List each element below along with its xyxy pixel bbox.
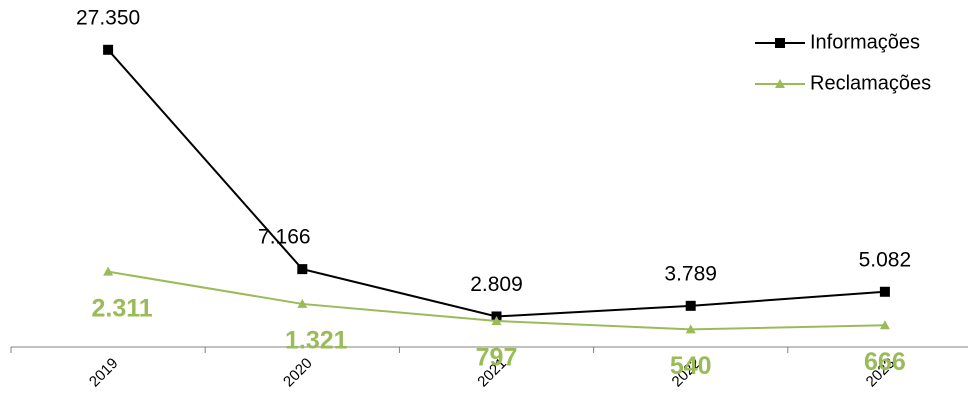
marker <box>685 300 696 311</box>
legend-label: Informações <box>810 31 920 53</box>
marker <box>879 320 890 330</box>
data-label: 1.321 <box>285 327 348 355</box>
data-label: 2.809 <box>470 273 523 296</box>
marker <box>685 324 696 334</box>
data-label: 666 <box>864 348 906 376</box>
marker <box>297 298 308 308</box>
data-label: 3.789 <box>664 262 717 285</box>
marker <box>103 266 114 276</box>
data-label: 540 <box>670 352 712 380</box>
marker <box>879 286 890 297</box>
marker <box>103 44 114 55</box>
legend-marker <box>775 79 785 88</box>
x-tick-label: 2019 <box>86 355 122 391</box>
data-label: 5.082 <box>859 248 912 271</box>
data-label: 7.166 <box>258 226 311 249</box>
data-label: 2.311 <box>92 294 153 322</box>
marker <box>297 264 308 275</box>
legend-label: Reclamações <box>810 72 931 94</box>
data-label: 797 <box>476 344 518 372</box>
data-label: 27.350 <box>76 6 140 29</box>
x-tick-label: 2020 <box>280 355 316 391</box>
marker <box>491 316 502 326</box>
legend-marker <box>775 38 785 48</box>
